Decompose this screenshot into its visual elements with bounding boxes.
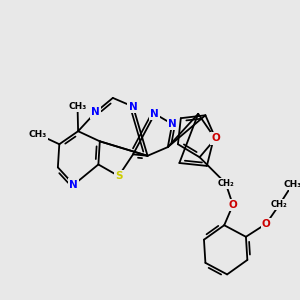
Text: N: N — [91, 107, 100, 117]
Text: O: O — [229, 200, 237, 210]
Text: O: O — [211, 134, 220, 143]
Text: CH₃: CH₃ — [28, 130, 47, 139]
Text: S: S — [115, 171, 122, 181]
Text: N: N — [69, 180, 78, 190]
Text: O: O — [262, 219, 271, 229]
Text: N: N — [129, 102, 137, 112]
Text: CH₃: CH₃ — [283, 180, 300, 189]
Text: N: N — [168, 119, 176, 129]
Text: CH₂: CH₂ — [271, 200, 288, 209]
Text: CH₂: CH₂ — [217, 179, 234, 188]
Text: CH₃: CH₃ — [68, 102, 87, 111]
Text: N: N — [150, 109, 159, 119]
